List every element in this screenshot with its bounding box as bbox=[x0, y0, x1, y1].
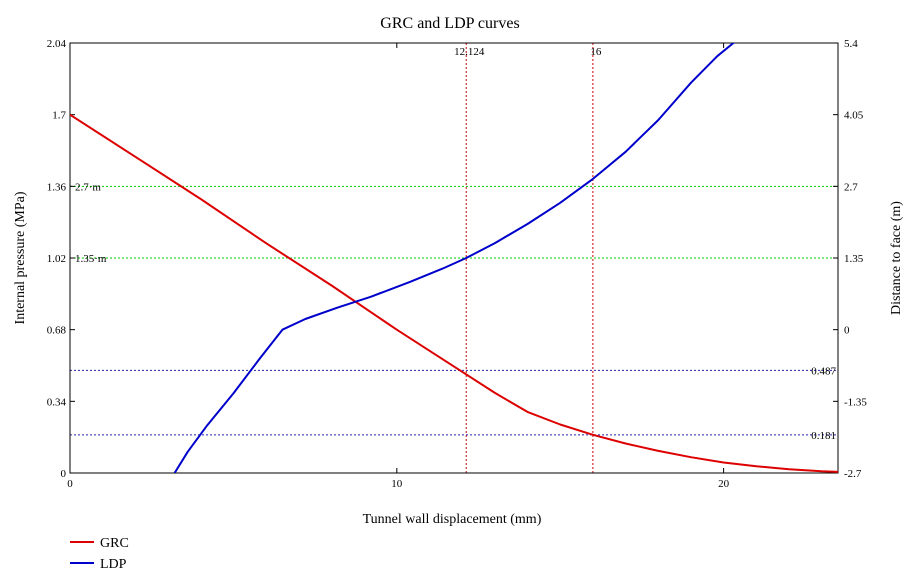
y-right-axis-label: Distance to face (m) bbox=[889, 201, 904, 315]
y-left-tick-label: 0 bbox=[61, 468, 67, 480]
x-axis-label: Tunnel wall displacement (mm) bbox=[363, 512, 542, 527]
ref-label-x-16: 16 bbox=[590, 46, 602, 58]
y-left-tick-label: 0.68 bbox=[47, 325, 67, 337]
series-line-grc bbox=[70, 113, 838, 473]
y-right-tick-label: 2.7 bbox=[844, 181, 858, 193]
chart-title: GRC and LDP curves bbox=[380, 15, 519, 32]
tick-labels: 0 10 2000.340.681.021.361.72.04-2.7-1.3501… bbox=[47, 38, 868, 490]
reference-lines: 12.124 16 2.7·m 1.35·m 0.487 0.181 bbox=[70, 43, 838, 473]
x-tick-label: 20 bbox=[718, 478, 730, 490]
y-right-tick-label: 1.35 bbox=[844, 253, 864, 265]
y-left-tick-label: 1.36 bbox=[47, 181, 67, 193]
y-left-axis-label: Internal pressure (MPa) bbox=[13, 191, 28, 324]
y-right-tick-label: 5.4 bbox=[844, 38, 858, 50]
series-group bbox=[70, 43, 838, 473]
y-right-tick-label: 0 bbox=[844, 325, 850, 337]
y-right-tick-label: -1.35 bbox=[844, 396, 867, 408]
y-left-tick-label: 0.34 bbox=[47, 396, 67, 408]
legend: GRC LDP bbox=[70, 536, 129, 572]
ref-label-distance-3: 1.35·m bbox=[75, 253, 107, 265]
x-tick-label: 10 bbox=[391, 478, 403, 490]
ref-label-pressure-5: 0.181 bbox=[811, 430, 836, 442]
y-left-tick-label: 1.02 bbox=[47, 253, 66, 265]
ref-label-pressure-4: 0.487 bbox=[811, 365, 836, 377]
series-line-ldp bbox=[173, 43, 736, 473]
y-right-tick-label: 4.05 bbox=[844, 110, 864, 122]
x-tick-label: 0 bbox=[67, 478, 73, 490]
y-right-tick-label: -2.7 bbox=[844, 468, 862, 480]
ref-label-x-12.124: 12.124 bbox=[454, 46, 485, 58]
y-left-tick-label: 1.7 bbox=[52, 110, 66, 122]
legend-label-grc: GRC bbox=[100, 536, 129, 551]
legend-label-ldp: LDP bbox=[100, 557, 127, 572]
plot-frame bbox=[69, 42, 839, 474]
ref-label-distance-2: 2.7·m bbox=[75, 181, 101, 193]
y-left-tick-label: 2.04 bbox=[47, 38, 67, 50]
